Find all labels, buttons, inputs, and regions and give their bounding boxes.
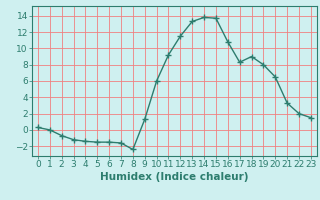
- X-axis label: Humidex (Indice chaleur): Humidex (Indice chaleur): [100, 172, 249, 182]
